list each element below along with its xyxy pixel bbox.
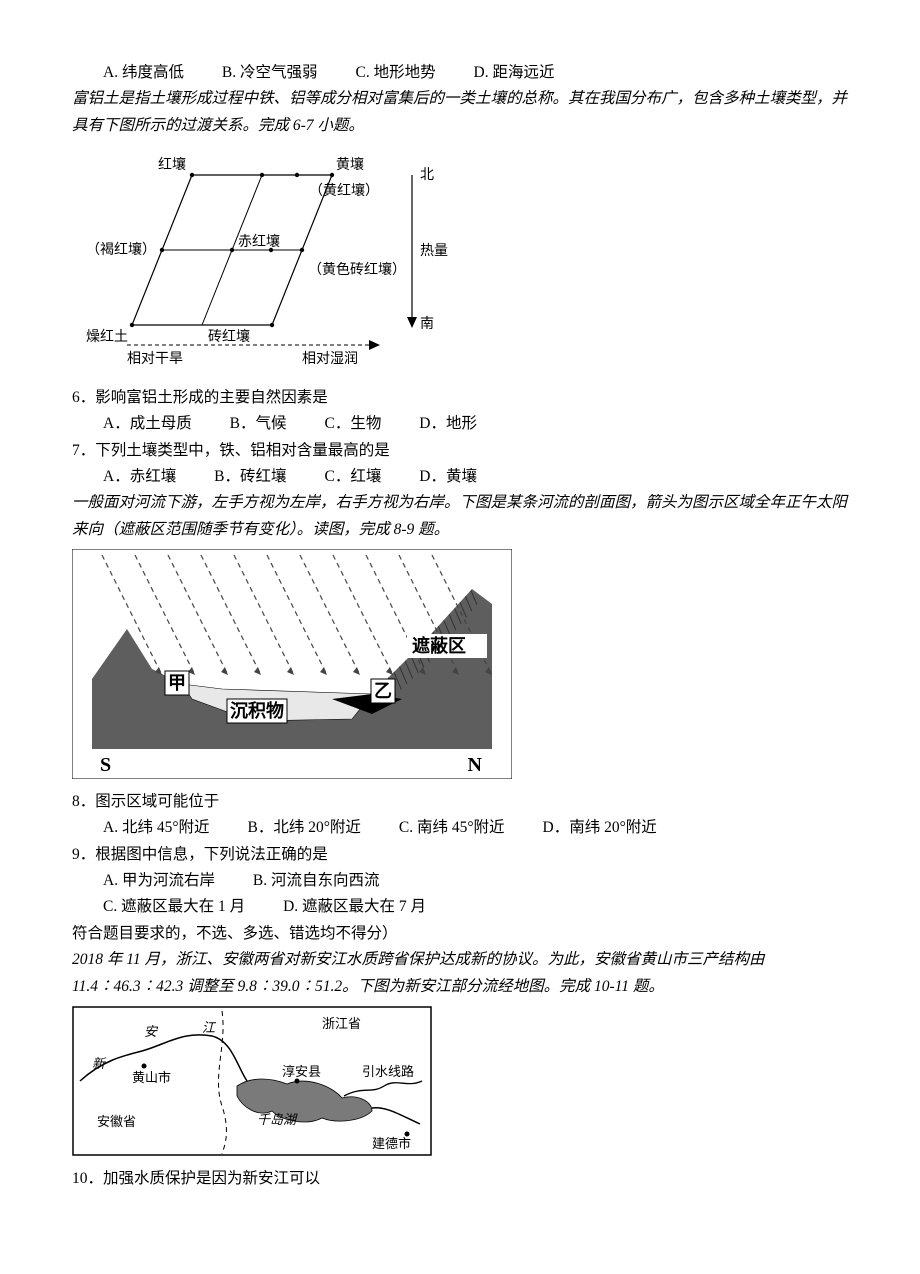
svg-text:引水线路: 引水线路: [362, 1064, 414, 1079]
svg-text:黄壤: 黄壤: [336, 156, 364, 173]
q6-options: A．成土母质 B．气候 C．生物 D．地形: [72, 411, 848, 437]
svg-text:红壤: 红壤: [158, 156, 186, 173]
svg-text:砖红壤: 砖红壤: [208, 328, 250, 345]
diagram-xinanjiang-map: 新 安 江 浙江省安徽省 黄山市 淳安县千岛湖 引水线路建德市: [72, 1006, 848, 1156]
svg-text:沉积物: 沉积物: [230, 700, 284, 721]
q7-a: A．赤红壤: [103, 464, 176, 490]
svg-text:浙江省: 浙江省: [322, 1016, 361, 1031]
river-section-svg: 甲沉积物 乙 遮蔽区 S N: [72, 549, 512, 779]
q9-a: A. 甲为河流右岸: [103, 868, 215, 894]
passage-10-11: 2018 年 11 月，浙江、安徽两省对新安江水质跨省保护达成新的协议。为此，安…: [72, 947, 848, 1000]
q6-d: D．地形: [419, 411, 477, 437]
q9-c: C. 遮蔽区最大在 1 月: [103, 894, 245, 920]
q8-a: A. 北纬 45°附近: [103, 815, 210, 841]
svg-text:建德市: 建德市: [372, 1136, 411, 1151]
opt-d: D. 距海远近: [474, 60, 555, 86]
svg-text:相对湿润: 相对湿润: [302, 351, 358, 367]
q8-b: B．北纬 20°附近: [248, 815, 361, 841]
svg-text:淳安县: 淳安县: [282, 1064, 321, 1079]
opt-b: B. 冷空气强弱: [222, 60, 318, 86]
svg-text:（黄色砖红壤）: （黄色砖红壤）: [308, 261, 406, 278]
soil-diagram-svg: 红壤 黄壤 （褐红壤） 赤红壤 （黄红壤） （黄色砖红壤） 燥红土 砖红壤 北热量南相对干旱 相对…: [72, 145, 492, 375]
q6-stem: 6．影响富铝土形成的主要自然因素是: [72, 385, 848, 411]
q7-stem: 7．下列土壤类型中，铁、铝相对含量最高的是: [72, 438, 848, 464]
passage-8-9: 一般面对河流下游，左手方视为左岸，右手方视为右岸。下图是某条河流的剖面图，箭头为…: [72, 490, 848, 543]
q9-d: D. 遮蔽区最大在 7 月: [283, 894, 426, 920]
svg-text:（褐红壤）: （褐红壤）: [86, 241, 156, 258]
diagram-river-section: 甲沉积物 乙 遮蔽区 S N: [72, 549, 848, 779]
svg-text:安徽省: 安徽省: [97, 1114, 136, 1129]
svg-text:千岛湖: 千岛湖: [257, 1112, 298, 1127]
svg-text:甲: 甲: [168, 673, 186, 693]
svg-text:遮蔽区: 遮蔽区: [412, 635, 466, 656]
opt-a: A. 纬度高低: [103, 60, 184, 86]
svg-text:南: 南: [420, 316, 434, 332]
passage-6-7: 富铝土是指土壤形成过程中铁、铝等成分相对富集后的一类土壤的总称。其在我国分布广，…: [72, 86, 848, 139]
svg-text:乙: 乙: [374, 681, 392, 701]
q10-stem: 10．加强水质保护是因为新安江可以: [72, 1166, 848, 1192]
svg-text:北: 北: [420, 167, 434, 183]
q8-d: D．南纬 20°附近: [543, 815, 657, 841]
svg-text:热量: 热量: [420, 243, 448, 259]
q9-options-1: A. 甲为河流右岸 B. 河流自东向西流: [72, 868, 848, 894]
svg-text:S: S: [100, 754, 111, 776]
q9-options-2: C. 遮蔽区最大在 1 月 D. 遮蔽区最大在 7 月: [72, 894, 848, 920]
q9-stem: 9．根据图中信息，下列说法正确的是: [72, 842, 848, 868]
svg-text:相对干旱: 相对干旱: [127, 351, 183, 367]
note-line: 符合题目要求的，不选、多选、错选均不得分）: [72, 921, 848, 947]
svg-text:赤红壤: 赤红壤: [238, 233, 280, 250]
q6-c: C．生物: [324, 411, 381, 437]
q7-options: A．赤红壤 B．砖红壤 C．红壤 D．黄壤: [72, 464, 848, 490]
q7-b: B．砖红壤: [214, 464, 286, 490]
svg-text:N: N: [468, 754, 483, 776]
q6-a: A．成土母质: [103, 411, 192, 437]
opt-c: C. 地形地势: [355, 60, 435, 86]
q8-c: C. 南纬 45°附近: [399, 815, 505, 841]
stray-options: A. 纬度高低 B. 冷空气强弱 C. 地形地势 D. 距海远近: [72, 60, 848, 86]
q9-b: B. 河流自东向西流: [253, 868, 380, 894]
q8-options: A. 北纬 45°附近 B．北纬 20°附近 C. 南纬 45°附近 D．南纬 …: [72, 815, 848, 841]
svg-text:安: 安: [144, 1024, 159, 1039]
map-svg: 新 安 江 浙江省安徽省 黄山市 淳安县千岛湖 引水线路建德市: [72, 1006, 432, 1156]
q8-stem: 8．图示区域可能位于: [72, 789, 848, 815]
svg-text:（黄红壤）: （黄红壤）: [309, 182, 379, 199]
svg-text:燥红土: 燥红土: [86, 329, 128, 345]
diagram-soil-transition: 红壤 黄壤 （褐红壤） 赤红壤 （黄红壤） （黄色砖红壤） 燥红土 砖红壤 北热量南相对干旱 相对…: [72, 145, 848, 375]
q7-d: D．黄壤: [419, 464, 477, 490]
svg-text:黄山市: 黄山市: [132, 1070, 171, 1085]
svg-text:江: 江: [202, 1020, 217, 1035]
svg-text:新: 新: [92, 1056, 107, 1071]
q6-b: B．气候: [230, 411, 287, 437]
q7-c: C．红壤: [324, 464, 381, 490]
